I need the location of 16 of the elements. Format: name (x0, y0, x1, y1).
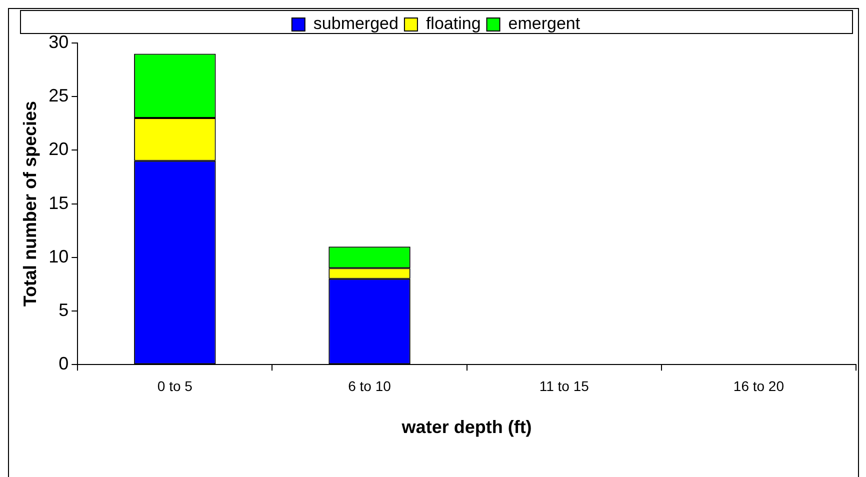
legend-label: floating (426, 14, 481, 34)
y-tick-label: 10 (48, 246, 69, 266)
y-axis-title: Total number of species (20, 100, 40, 307)
y-tick-label: 0 (58, 354, 69, 374)
y-tick-label: 20 (48, 139, 69, 160)
x-tick-label: 6 to 10 (348, 378, 392, 394)
y-tick-label: 30 (48, 32, 69, 52)
x-tick-label: 0 to 5 (157, 378, 193, 394)
y-tick-label: 5 (58, 300, 69, 320)
x-axis-title: water depth (ft) (400, 417, 532, 438)
x-tick-label: 16 to 20 (733, 378, 784, 394)
y-tick-label: 25 (48, 86, 69, 106)
x-tick-label: 11 to 15 (539, 378, 590, 394)
legend-label: emergent (508, 14, 580, 34)
y-tick-label: 15 (48, 192, 69, 213)
legend-label: submerged (313, 14, 398, 34)
